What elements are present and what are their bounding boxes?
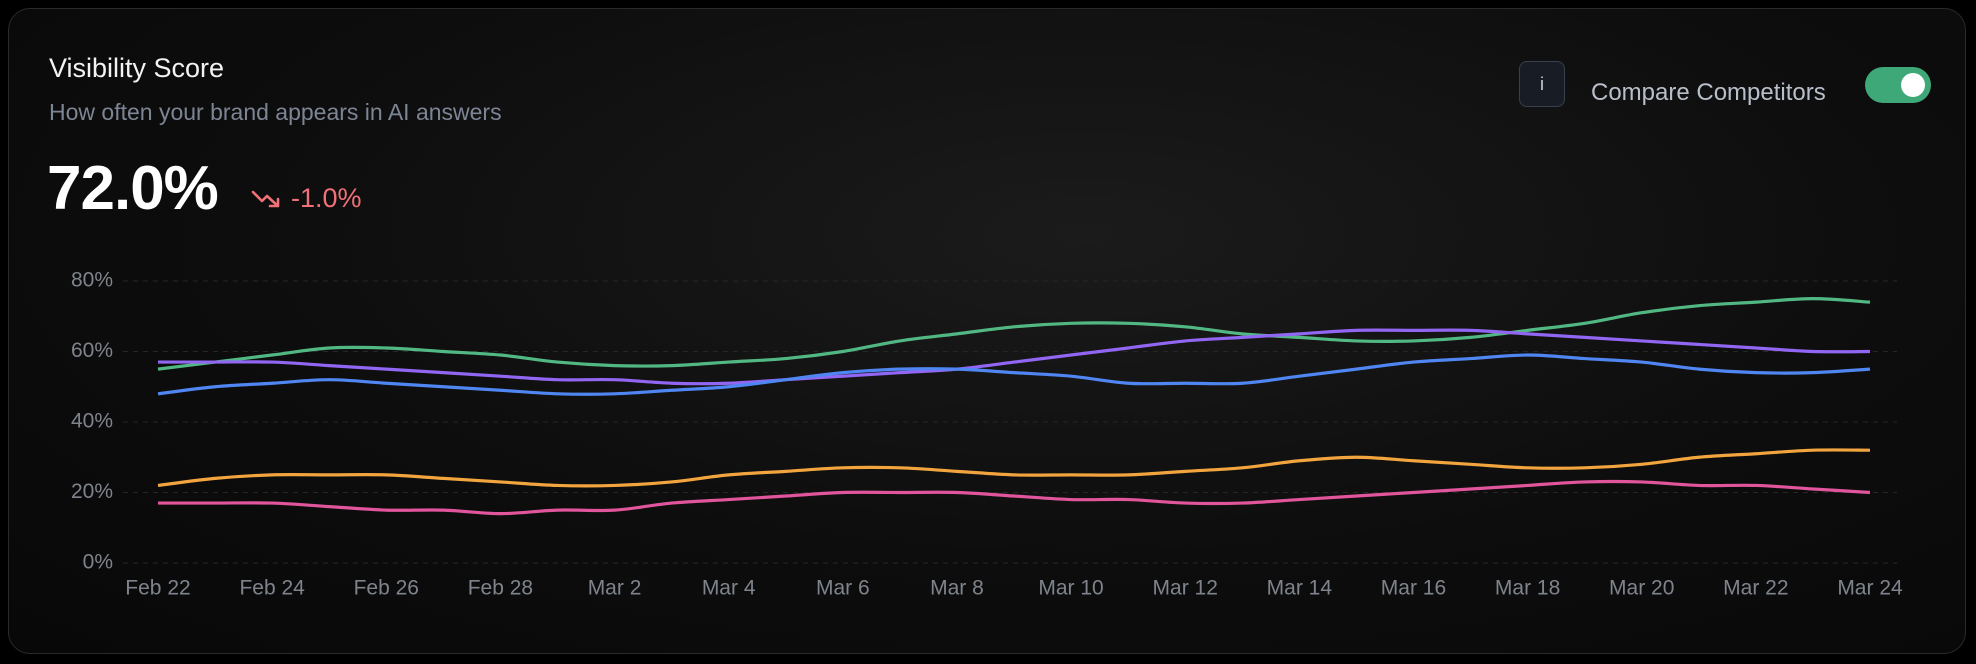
x-tick-label: Mar 12 bbox=[1153, 577, 1218, 600]
score: 72.0% bbox=[47, 154, 219, 223]
x-tick-label: Feb 22 bbox=[125, 577, 190, 600]
info-button[interactable]: i bbox=[1519, 61, 1565, 107]
series-line bbox=[158, 328, 1871, 386]
x-tick-label: Feb 26 bbox=[354, 577, 419, 600]
chart: 0% 20% 40% 60% 80% Feb 22 Feb 24 Feb 26 Feb 28 Ma… bbox=[71, 269, 1903, 600]
y-tick-label: 40% bbox=[71, 410, 113, 433]
compare-label: Compare Competitors bbox=[1591, 79, 1826, 106]
series-line bbox=[158, 479, 1871, 516]
x-tick-label: Feb 24 bbox=[239, 577, 305, 600]
x-tick-label: Feb 28 bbox=[468, 577, 533, 600]
x-tick-label: Mar 2 bbox=[588, 577, 642, 600]
x-tick-label: Mar 20 bbox=[1609, 577, 1674, 600]
series-line bbox=[157, 297, 1871, 371]
compare-toggle[interactable] bbox=[1865, 67, 1931, 103]
x-tick-label: Mar 16 bbox=[1381, 577, 1446, 600]
title: Visibility Score bbox=[49, 53, 225, 83]
trend-icon bbox=[251, 190, 280, 207]
subtitle: How often your brand appears in AI answe… bbox=[49, 99, 502, 125]
x-tick-label: Mar 22 bbox=[1723, 577, 1788, 600]
y-tick-label: 20% bbox=[71, 480, 113, 503]
x-tick-label: Mar 4 bbox=[702, 577, 756, 600]
series-line bbox=[157, 448, 1871, 488]
y-tick-label: 60% bbox=[71, 339, 113, 362]
y-tick-label: 80% bbox=[71, 269, 113, 292]
x-tick-label: Mar 10 bbox=[1038, 577, 1103, 600]
x-tick-label: Mar 8 bbox=[930, 577, 984, 600]
series-line bbox=[157, 353, 1871, 396]
card: Visibility Score How often your brand ap… bbox=[8, 8, 1966, 654]
x-tick-label: Mar 6 bbox=[816, 577, 870, 600]
change-value: -1.0% bbox=[291, 183, 362, 213]
toggle-knob bbox=[1901, 73, 1925, 97]
x-tick-label: Mar 14 bbox=[1267, 577, 1333, 600]
y-tick-label: 0% bbox=[83, 551, 113, 574]
change: -1.0% bbox=[251, 183, 362, 214]
x-tick-label: Mar 24 bbox=[1837, 577, 1903, 600]
x-tick-label: Mar 18 bbox=[1495, 577, 1560, 600]
